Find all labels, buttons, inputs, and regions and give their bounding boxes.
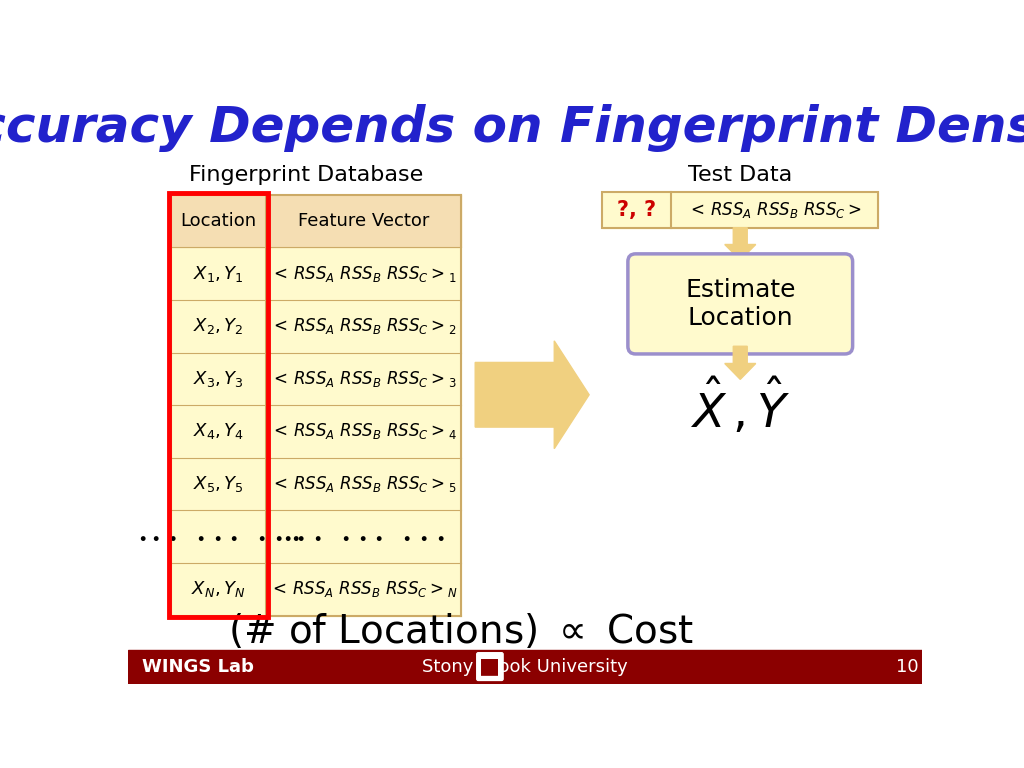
Text: WINGS Lab: WINGS Lab — [142, 657, 254, 676]
Polygon shape — [475, 341, 589, 449]
Bar — [128, 650, 922, 684]
Text: Test Data: Test Data — [688, 165, 793, 185]
Text: $X_4,Y_4$: $X_4,Y_4$ — [193, 422, 244, 442]
Bar — [171, 194, 461, 247]
Bar — [171, 194, 461, 616]
Text: $<\,RSS_A\ RSS_B\ RSS_C>_1$: $<\,RSS_A\ RSS_B\ RSS_C>_1$ — [270, 263, 457, 283]
Text: $\hat{X}\,,\hat{Y}$: $\hat{X}\,,\hat{Y}$ — [690, 378, 791, 438]
Text: Feature Vector: Feature Vector — [298, 212, 429, 230]
FancyBboxPatch shape — [628, 254, 853, 354]
Text: Accuracy Depends on Fingerprint Density: Accuracy Depends on Fingerprint Density — [0, 104, 1024, 151]
Text: ?, ?: ?, ? — [616, 200, 656, 220]
Text: $X_N,Y_N$: $X_N,Y_N$ — [191, 579, 246, 600]
Polygon shape — [725, 346, 756, 379]
Text: Fingerprint Database: Fingerprint Database — [189, 165, 423, 185]
Polygon shape — [725, 227, 756, 260]
Text: $<\,RSS_A\ RSS_B\ RSS_C>_3$: $<\,RSS_A\ RSS_B\ RSS_C>_3$ — [270, 369, 457, 389]
Text: Location: Location — [180, 212, 256, 230]
Text: $<\,RSS_A\ RSS_B\ RSS_C>_N$: $<\,RSS_A\ RSS_B\ RSS_C>_N$ — [269, 579, 458, 600]
Text: $X_3,Y_3$: $X_3,Y_3$ — [193, 369, 244, 389]
Text: $<\,RSS_A\ RSS_B\ RSS_C>_5$: $<\,RSS_A\ RSS_B\ RSS_C>_5$ — [270, 474, 457, 494]
Text: ■: ■ — [479, 657, 501, 677]
Text: $\bullet\bullet\bullet\ \ \bullet\bullet\bullet\ \ \bullet\bullet\bullet$: $\bullet\bullet\bullet\ \ \bullet\bullet… — [137, 528, 300, 546]
Bar — [169, 193, 267, 617]
Text: $X_5,Y_5$: $X_5,Y_5$ — [193, 474, 244, 494]
Bar — [602, 192, 879, 227]
Bar — [602, 192, 879, 227]
FancyBboxPatch shape — [477, 653, 503, 680]
Text: Stony Brook University: Stony Brook University — [422, 657, 628, 676]
Text: $<\,RSS_A\ RSS_B\ RSS_C>_2$: $<\,RSS_A\ RSS_B\ RSS_C>_2$ — [270, 316, 457, 336]
Text: Estimate
Location: Estimate Location — [685, 278, 796, 329]
Text: (# of Locations) $\propto$ Cost: (# of Locations) $\propto$ Cost — [228, 612, 694, 651]
Text: $X_2,Y_2$: $X_2,Y_2$ — [193, 316, 244, 336]
Text: $<\,RSS_A\ RSS_B\ RSS_C>_4$: $<\,RSS_A\ RSS_B\ RSS_C>_4$ — [270, 422, 457, 442]
Text: $<\,RSS_A\ RSS_B\ RSS_C>$: $<\,RSS_A\ RSS_B\ RSS_C>$ — [687, 200, 862, 220]
Text: $\bullet\bullet\bullet\ \ \bullet\bullet\bullet\ \ \bullet\bullet\bullet$: $\bullet\bullet\bullet\ \ \bullet\bullet… — [282, 528, 445, 546]
Text: 10: 10 — [896, 657, 919, 676]
Text: $X_1,Y_1$: $X_1,Y_1$ — [193, 263, 244, 283]
